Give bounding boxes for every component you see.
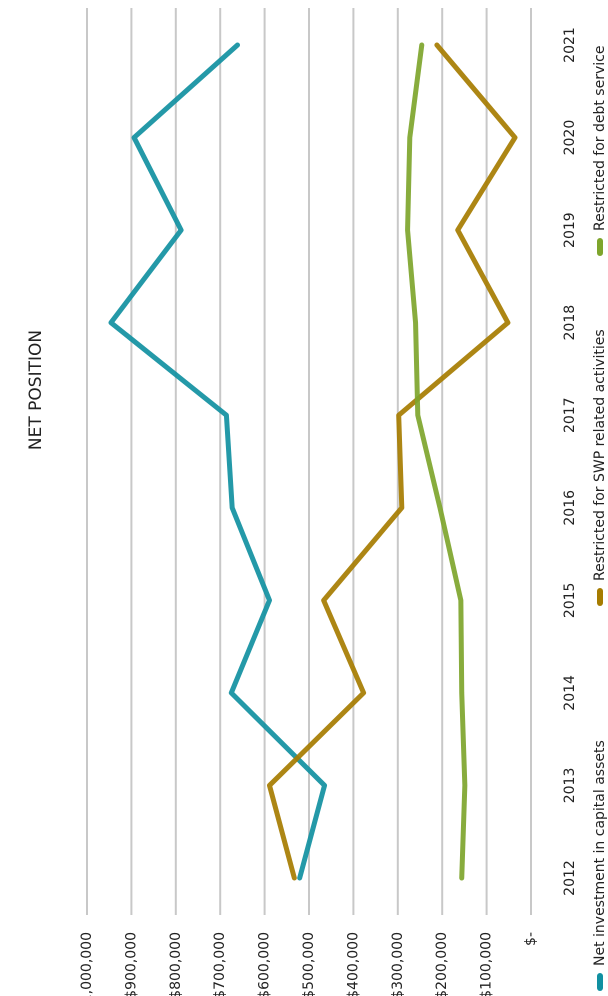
y-tick-label: $600,000	[257, 932, 273, 996]
series-line	[108, 42, 328, 881]
y-tick-label: $700,000	[212, 932, 228, 996]
x-tick-label: 2018	[562, 305, 578, 341]
x-tick-label: 2020	[562, 120, 578, 156]
y-tick-label: $800,000	[168, 932, 184, 996]
x-tick-label: 2012	[562, 860, 578, 896]
y-tick-label: $-	[523, 932, 539, 946]
x-tick-label: 2019	[562, 212, 578, 248]
y-tick-label: $400,000	[345, 932, 361, 996]
x-tick-label: 2013	[562, 768, 578, 804]
series-line	[405, 42, 468, 881]
legend-label: Net investment in capital assets	[592, 740, 608, 966]
y-tick-label: $500,000	[301, 932, 317, 996]
x-tick-label: 2016	[562, 490, 578, 526]
x-tick-label: 2014	[562, 675, 578, 711]
x-tick-label: 2021	[562, 27, 578, 63]
y-tick-label: $1,000,000	[79, 932, 95, 996]
legend-label: Restricted for SWP related activities	[592, 329, 608, 581]
series-line	[266, 42, 518, 881]
y-tick-label: $200,000	[434, 932, 450, 996]
legend-label: Restricted for debt service	[592, 46, 608, 231]
x-tick-label: 2015	[562, 583, 578, 619]
y-tick-label: $900,000	[123, 932, 139, 996]
y-tick-label: $100,000	[479, 932, 495, 996]
y-tick-label: $300,000	[390, 932, 406, 996]
chart-title: NET POSITION	[26, 330, 46, 450]
x-tick-label: 2017	[562, 397, 578, 433]
